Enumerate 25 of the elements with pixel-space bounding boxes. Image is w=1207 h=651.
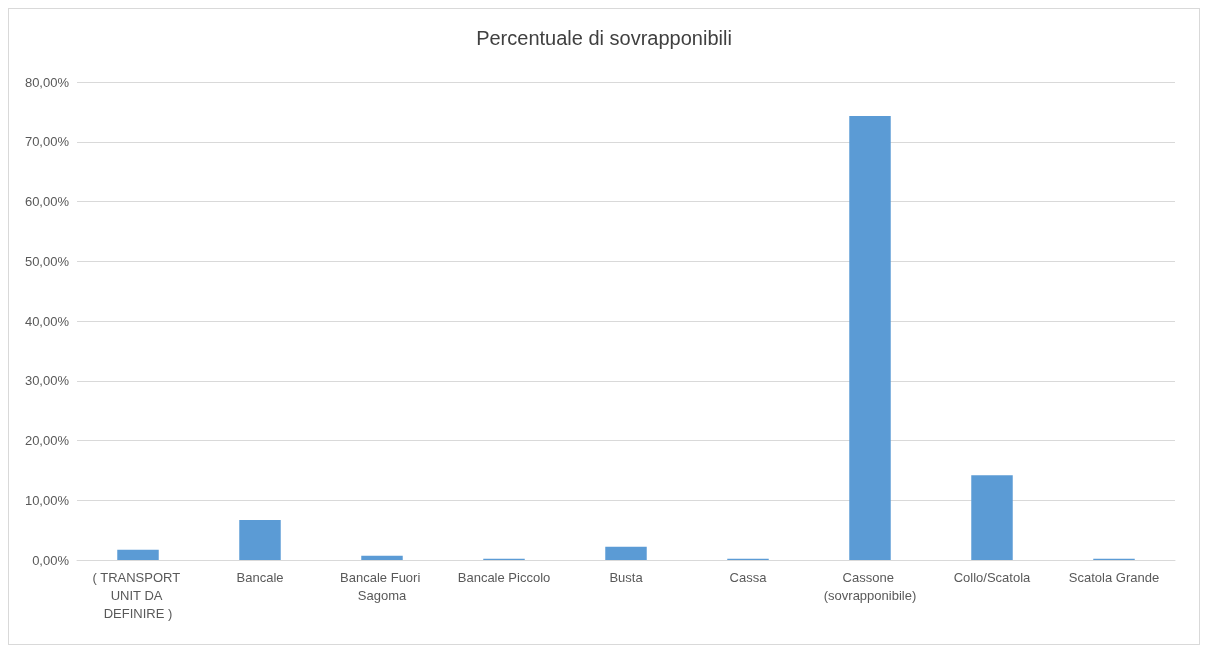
bar: [849, 116, 891, 560]
x-tick-label: Bancale Piccolo: [457, 569, 551, 585]
x-tick-label: Cassa: [729, 569, 768, 585]
y-tick-label: 20,00%: [24, 433, 70, 448]
y-tick-label: 40,00%: [24, 313, 70, 329]
bar: [239, 519, 281, 560]
x-tick-label: ( TRANSPORT UNIT DA DEFINIRE ): [92, 569, 184, 621]
y-tick-label: 10,00%: [24, 492, 70, 508]
y-tick-label: 30,00%: [24, 373, 70, 389]
x-tick-label: Busta: [609, 569, 644, 585]
y-tick-label: 0,00%: [32, 552, 70, 568]
bar: [361, 555, 403, 560]
bar: [971, 475, 1013, 560]
y-tick-label: 60,00%: [24, 194, 70, 209]
x-tick-label: Bancale: [236, 569, 284, 585]
y-tick-label: 70,00%: [24, 134, 70, 150]
x-tick-label: Bancale Fuori Sagoma: [340, 569, 424, 603]
x-tick-label: Cassone (sovrapponibile): [823, 569, 917, 603]
bar: [605, 546, 647, 560]
bar: [117, 549, 159, 560]
y-tick-label: 50,00%: [24, 253, 70, 269]
x-tick-label: Collo/Scatola: [953, 569, 1032, 585]
chart-title: Percentuale di sovrapponibili: [476, 27, 732, 49]
y-tick-label: 80,00%: [24, 74, 70, 90]
x-tick-label: Scatola Grande: [1068, 569, 1160, 585]
